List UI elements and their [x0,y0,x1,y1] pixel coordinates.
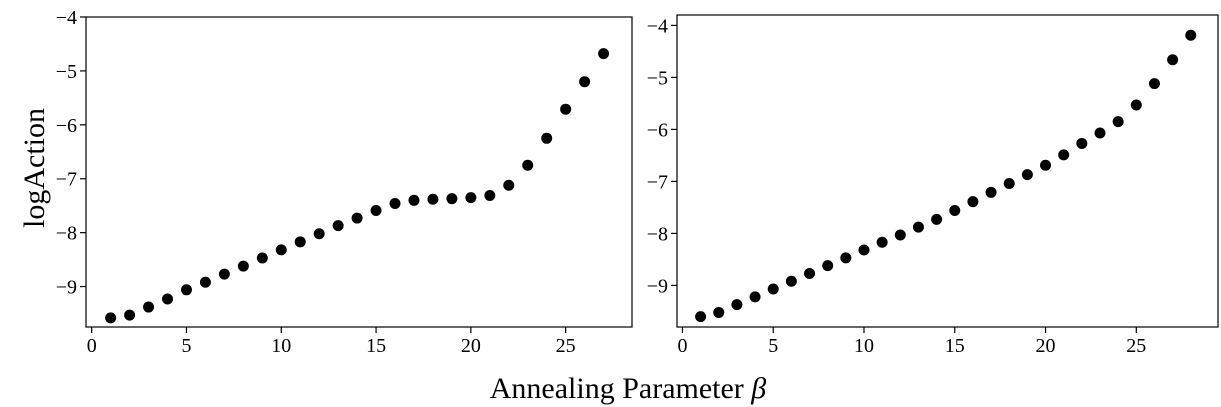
data-point [105,312,117,324]
data-point [370,205,382,217]
data-point [967,196,979,208]
data-point [522,159,534,171]
data-point [1094,127,1106,139]
y-tick-label: −6 [56,115,77,137]
x-tick-label: 10 [854,335,874,357]
data-point [931,213,943,225]
data-point [949,205,961,217]
data-point [713,306,725,318]
y-tick-label: −5 [56,61,77,83]
plot-frame [676,14,1219,328]
data-point [124,309,136,321]
data-point [199,276,211,288]
x-tick-label: 20 [1036,335,1056,357]
x-tick-label: 25 [1126,335,1146,357]
data-point [1076,137,1088,149]
data-point [1130,99,1142,111]
data-point [858,244,870,256]
y-tick-label: −6 [647,119,668,141]
y-tick-label: −7 [647,171,668,193]
data-point [408,194,420,206]
y-axis-title: logAction [18,108,51,228]
data-point [446,193,458,205]
x-tick-label: 15 [945,335,965,357]
data-point [256,252,268,264]
data-point [804,267,816,279]
x-tick-label: 5 [181,335,191,357]
x-axis-title-text: Annealing Parameter [490,372,752,405]
y-tick-label: −4 [647,15,668,37]
data-point [389,198,401,210]
data-point [876,236,888,248]
data-point [427,193,439,205]
plot-frame [85,16,633,328]
data-point [1003,177,1015,189]
data-point [767,283,779,295]
right-scatter-plot: 0 5 10 15 20 25 −4 −5 −6 −7 −8 −9 [647,14,1219,357]
data-point [294,236,306,248]
data-point [894,229,906,241]
data-point [785,275,797,287]
data-point [1167,54,1179,66]
data-point [180,284,192,296]
data-point [218,268,230,280]
data-point [912,221,924,233]
x-axis-title-symbol: β [750,372,766,405]
data-point [332,220,344,232]
data-point [822,260,834,272]
x-tick-label: 15 [366,335,386,357]
data-point [1040,159,1052,171]
x-tick-label: 5 [768,335,778,357]
x-tick-label: 10 [271,335,291,357]
data-point [731,299,743,311]
y-tick-label: −7 [56,169,77,191]
x-tick-label: 0 [87,335,97,357]
data-point [143,301,155,313]
x-tick-label: 0 [677,335,687,357]
y-tick-label: −9 [56,277,77,299]
data-point [313,228,325,240]
data-point [579,76,591,88]
y-tick-label: −4 [56,7,77,29]
data-point [237,260,249,272]
data-point [1058,149,1070,161]
data-point [541,132,553,144]
data-point [162,293,174,305]
data-point [560,103,572,115]
data-point [695,311,707,323]
y-tick-label: −5 [647,67,668,89]
data-point [1148,78,1160,90]
data-point [465,192,477,204]
data-point [503,179,515,191]
data-point [484,189,496,201]
data-point [1185,29,1197,41]
data-point [749,291,761,303]
y-tick-label: −8 [56,223,77,245]
y-tick-label: −9 [647,275,668,297]
data-point [275,244,287,256]
left-scatter-plot: 0 5 10 15 20 25 −4 −5 −6 −7 −8 −9 [56,7,633,357]
data-point [985,186,997,198]
data-point [1112,116,1124,128]
y-tick-label: −8 [647,223,668,245]
x-tick-label: 20 [461,335,481,357]
data-point [351,212,363,224]
data-point [598,48,610,60]
x-tick-label: 25 [556,335,576,357]
data-point [840,252,852,264]
x-axis-title: Annealing Parameter β [490,372,767,405]
data-point [1021,169,1033,181]
